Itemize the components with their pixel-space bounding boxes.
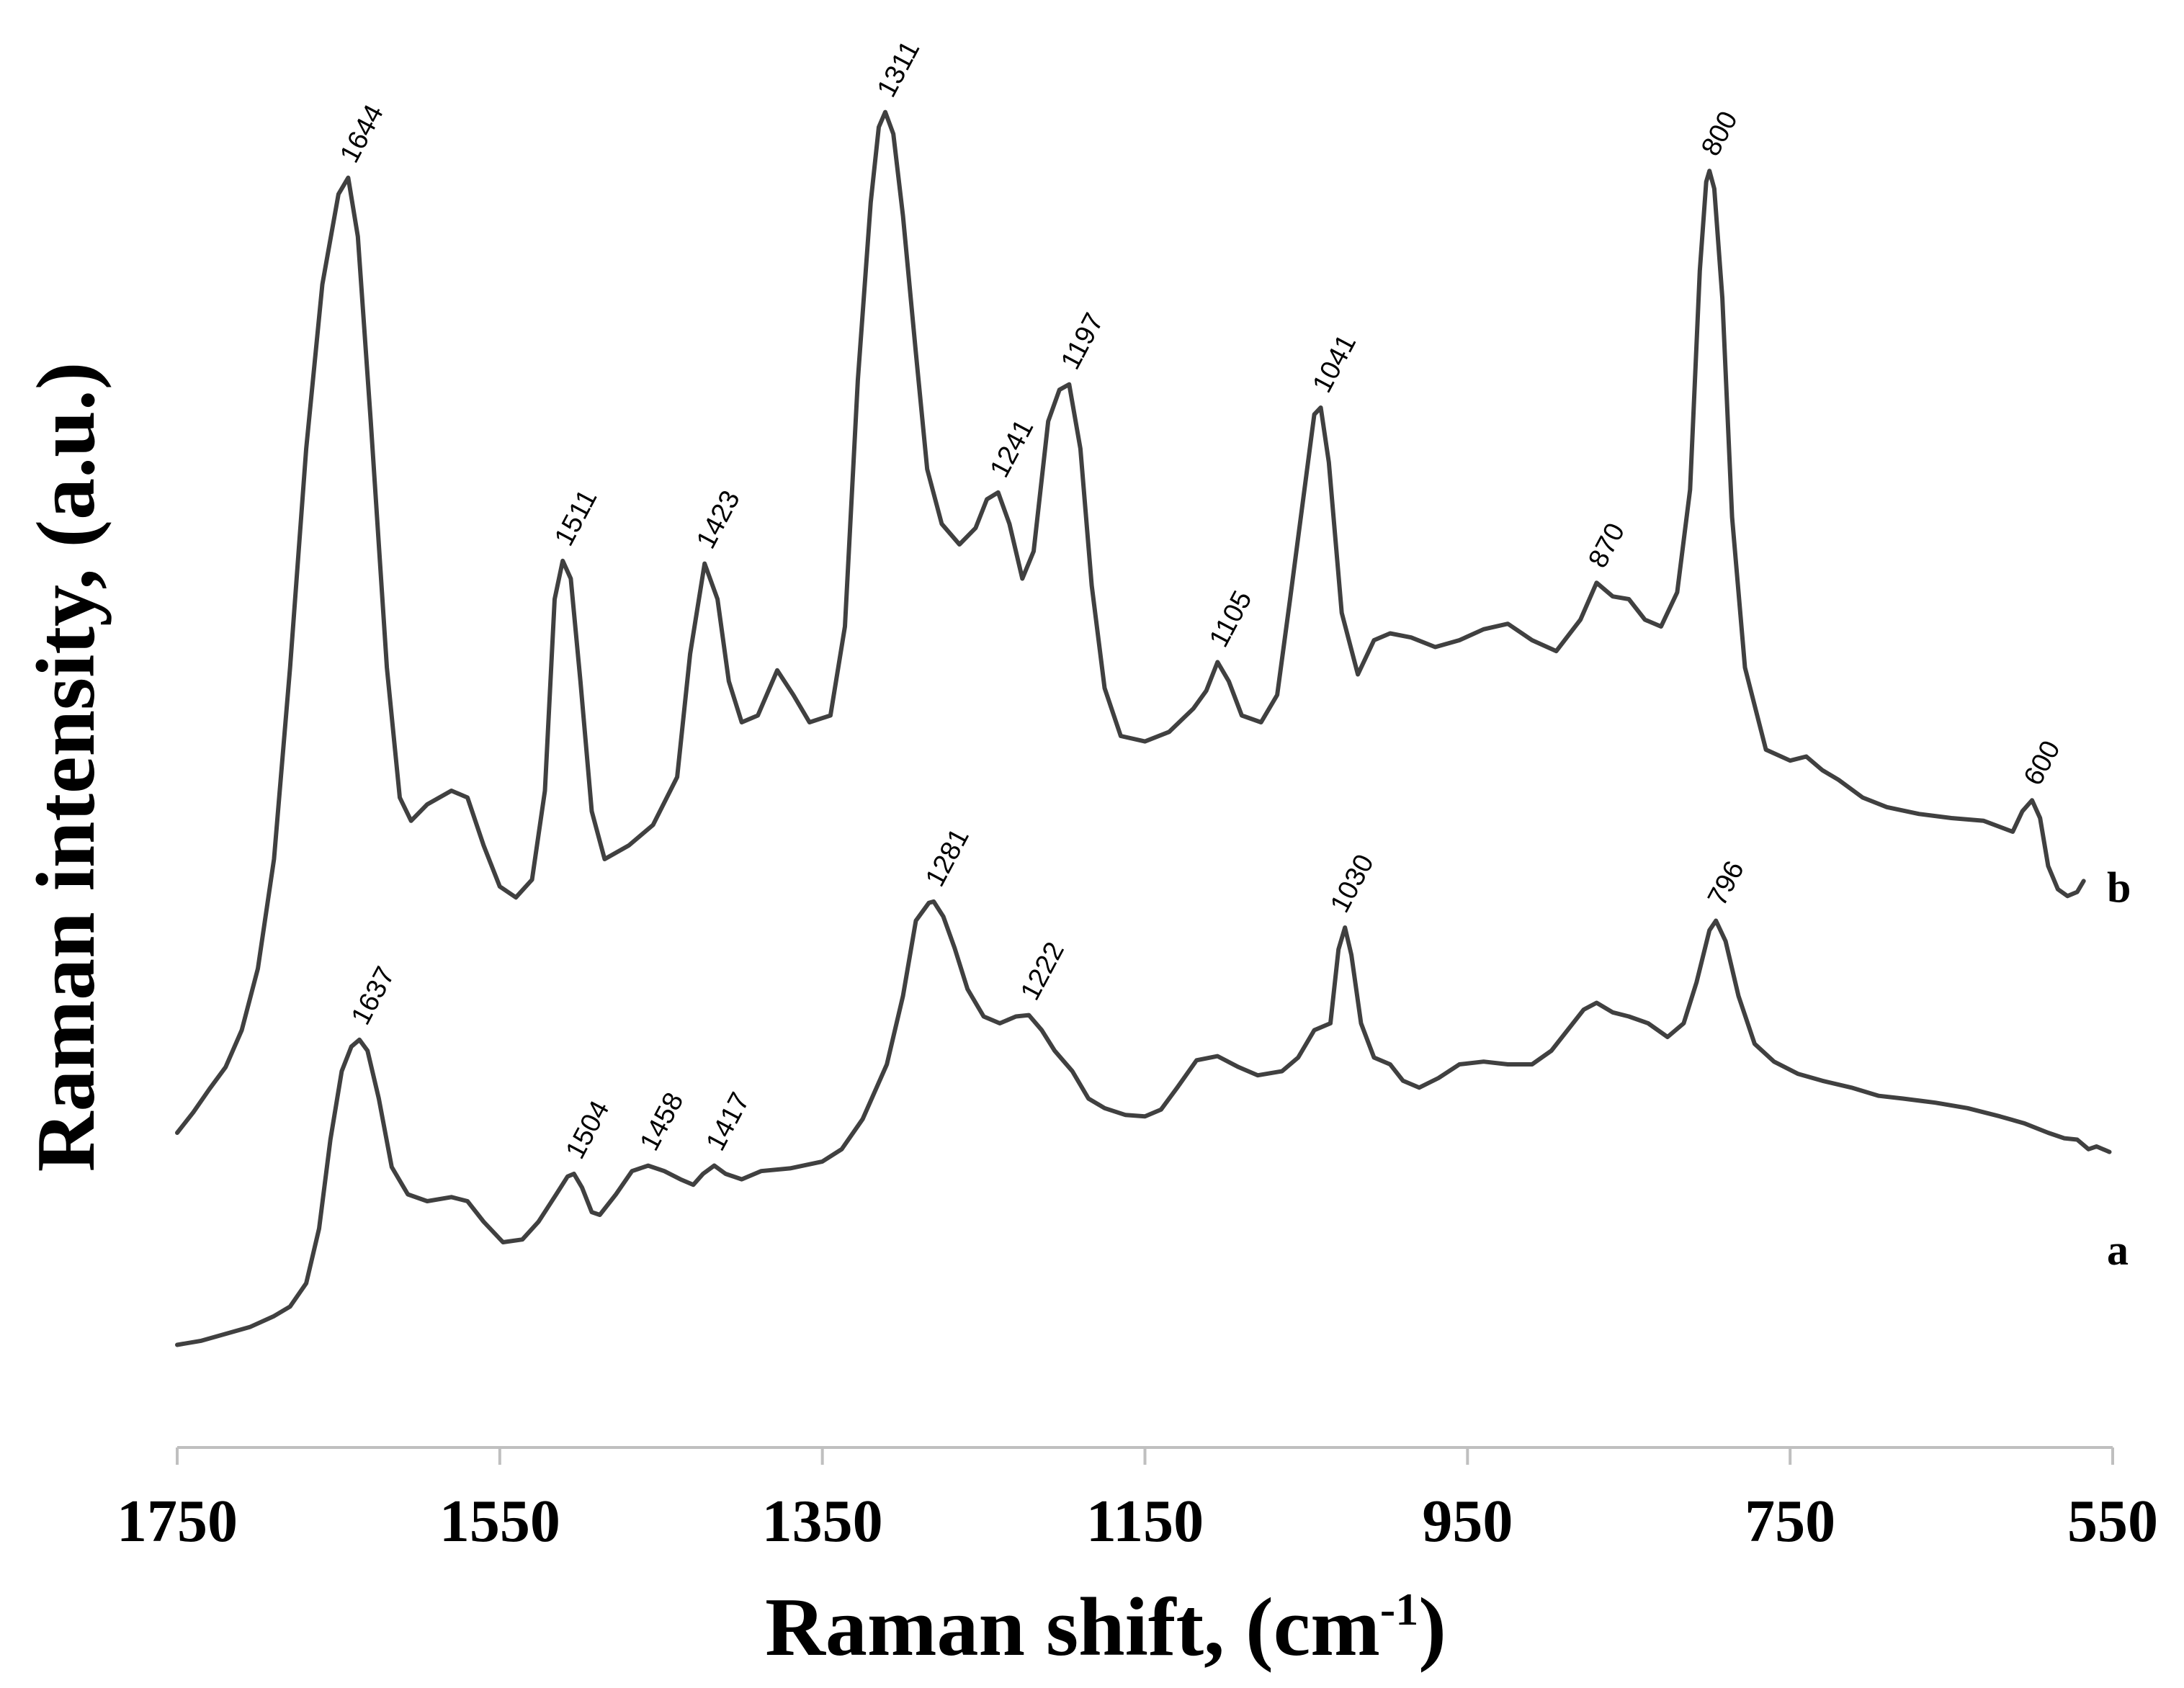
x-tick-label: 750 — [1745, 1488, 1835, 1555]
x-axis: 1750 1550 1350 1150 950 750 550 — [117, 1446, 2158, 1555]
x-axis-title: Raman shift, (cm-1) — [765, 1581, 1446, 1674]
x-tick-label: 950 — [1422, 1488, 1513, 1555]
x-tick-label: 1750 — [117, 1488, 238, 1555]
x-axis-title-close: ) — [1418, 1581, 1446, 1674]
series-line-a — [175, 899, 2112, 1347]
x-tick-label: 1150 — [1086, 1488, 1204, 1555]
series-group — [175, 109, 2112, 1347]
x-axis-title-superscript: -1 — [1380, 1584, 1418, 1635]
x-tick-group: 1750 1550 1350 1150 950 750 550 — [117, 1447, 2158, 1555]
trace-label-group: ba — [2107, 864, 2131, 1275]
x-tick-label: 1350 — [762, 1488, 883, 1555]
x-axis-title-main: Raman shift, (cm — [765, 1581, 1380, 1674]
x-tick-label: 1550 — [439, 1488, 560, 1555]
series-line-b — [175, 109, 2086, 1135]
x-tick-label: 550 — [2067, 1488, 2158, 1555]
trace-label-a: a — [2107, 1226, 2129, 1274]
y-axis-title: Raman intensity, (a.u.) — [20, 362, 112, 1172]
trace-label-b: b — [2107, 864, 2131, 912]
